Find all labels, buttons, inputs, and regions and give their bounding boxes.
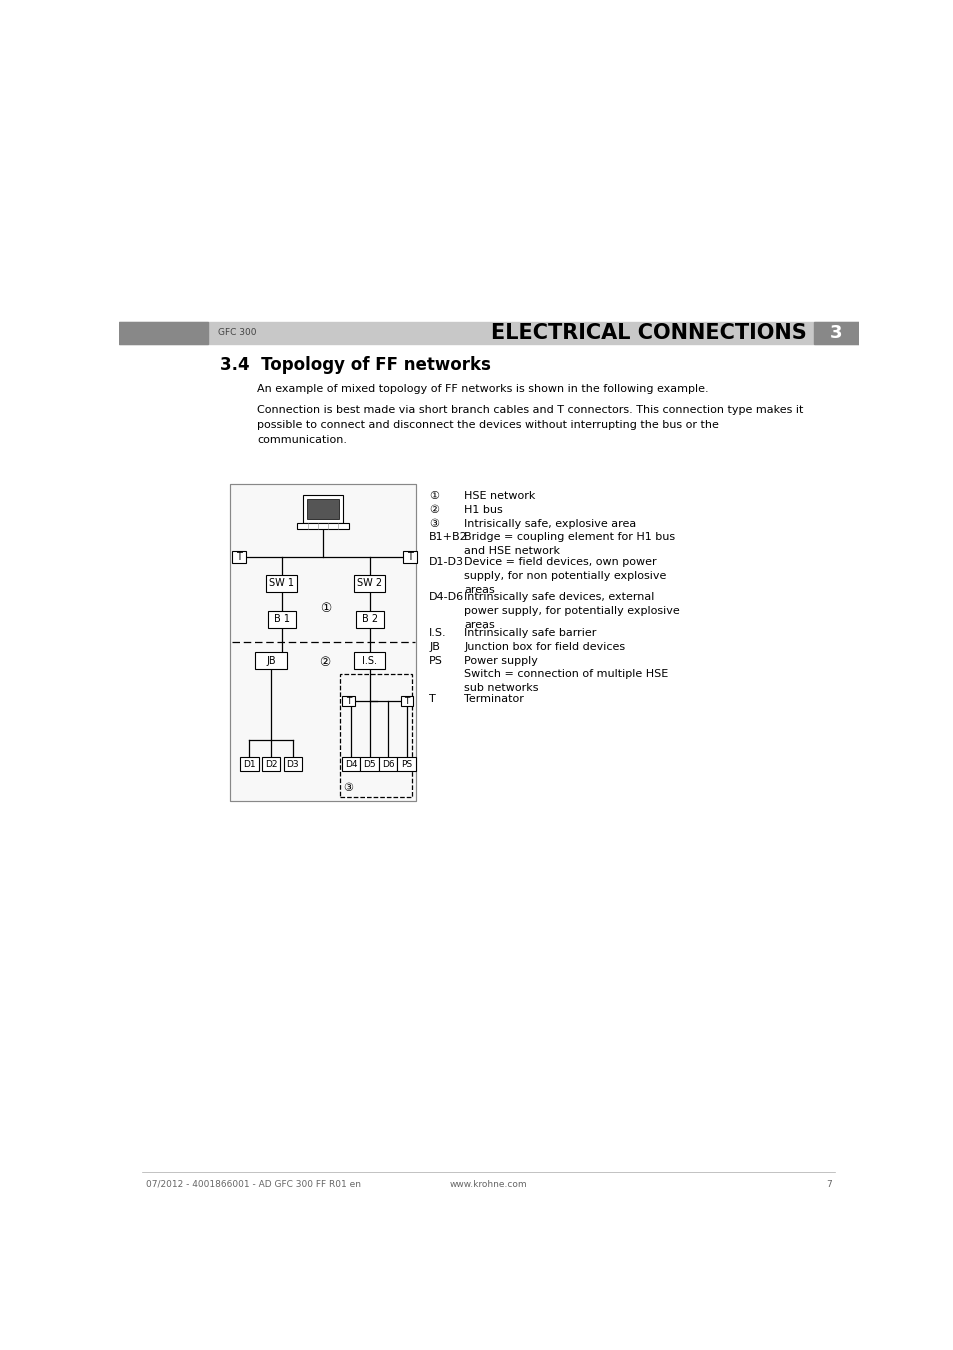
Bar [232,551,245,563]
Bar [261,757,280,771]
Text: JB: JB [429,641,439,652]
Text: T: T [235,552,241,562]
Bar [283,757,302,771]
Text: Intrinsically safe devices, external
power supply, for potentially explosive
are: Intrinsically safe devices, external pow… [464,593,679,630]
Bar [342,695,355,706]
Bar [354,652,385,670]
Text: D3: D3 [286,760,299,768]
Text: T: T [429,694,436,705]
Text: PS: PS [401,760,412,768]
Text: Intrisically safe, explosive area: Intrisically safe, explosive area [464,518,636,528]
Text: ①: ① [319,602,331,616]
Bar [268,612,295,628]
Text: Power supply: Power supply [464,656,537,666]
Text: D1: D1 [243,760,255,768]
Bar [354,575,385,591]
Bar [400,695,413,706]
Text: B 1: B 1 [274,614,290,625]
Text: B1+B2: B1+B2 [429,532,468,543]
Text: Bridge = coupling element for H1 bus
and HSE network: Bridge = coupling element for H1 bus and… [464,532,675,556]
Text: Terminator: Terminator [464,694,523,705]
Bar [240,757,258,771]
Text: T: T [346,697,351,706]
Text: An example of mixed topology of FF networks is shown in the following example.: An example of mixed topology of FF netwo… [257,383,708,394]
Bar [397,757,416,771]
Text: HSE network: HSE network [464,491,535,501]
Text: I.S.: I.S. [429,628,446,637]
Bar [303,495,343,524]
Bar [402,551,416,563]
Text: SW 1: SW 1 [269,578,294,589]
Text: I.S.: I.S. [362,656,376,666]
Bar [230,483,416,801]
Text: Intrinsically safe barrier: Intrinsically safe barrier [464,628,596,637]
Text: B 2: B 2 [361,614,377,625]
Text: 7: 7 [825,1180,831,1189]
Text: D6: D6 [381,760,395,768]
Text: www.krohne.com: www.krohne.com [450,1180,527,1189]
Text: ③: ③ [342,783,353,792]
Text: JB: JB [266,656,275,666]
Bar [254,652,287,670]
Bar [341,757,360,771]
Text: D2: D2 [265,760,277,768]
Text: ③: ③ [429,518,438,528]
Text: 07/2012 - 4001866001 - AD GFC 300 FF R01 en: 07/2012 - 4001866001 - AD GFC 300 FF R01… [146,1180,360,1189]
Text: T: T [407,552,413,562]
Text: Connection is best made via short branch cables and T connectors. This connectio: Connection is best made via short branch… [257,405,802,446]
Bar [297,524,348,529]
Text: ①: ① [429,491,438,501]
Bar [119,323,858,344]
Bar [119,323,208,344]
Text: Switch = connection of multiple HSE
sub networks: Switch = connection of multiple HSE sub … [464,670,668,694]
Bar [360,757,378,771]
Bar [378,757,397,771]
Text: Device = field devices, own power
supply, for non potentially explosive
areas: Device = field devices, own power supply… [464,558,666,595]
Text: T: T [404,697,409,706]
Text: ②: ② [318,656,330,670]
Bar [266,575,297,591]
Text: GFC 300: GFC 300 [217,328,256,338]
Bar [230,483,416,801]
Text: 3.4  Topology of FF networks: 3.4 Topology of FF networks [220,356,491,374]
Bar [813,323,858,344]
Text: ②: ② [429,505,438,514]
Text: ELECTRICAL CONNECTIONS: ELECTRICAL CONNECTIONS [490,323,813,343]
Text: D4: D4 [344,760,356,768]
Bar [355,612,383,628]
Text: SW 2: SW 2 [356,578,382,589]
Text: D5: D5 [363,760,375,768]
Text: Junction box for field devices: Junction box for field devices [464,641,624,652]
Text: 3: 3 [829,324,841,342]
Text: D4-D6: D4-D6 [429,593,464,602]
Text: D1-D3: D1-D3 [429,558,464,567]
Bar [340,674,412,798]
Bar [307,500,339,520]
Text: PS: PS [429,656,442,666]
Text: H1 bus: H1 bus [464,505,502,514]
